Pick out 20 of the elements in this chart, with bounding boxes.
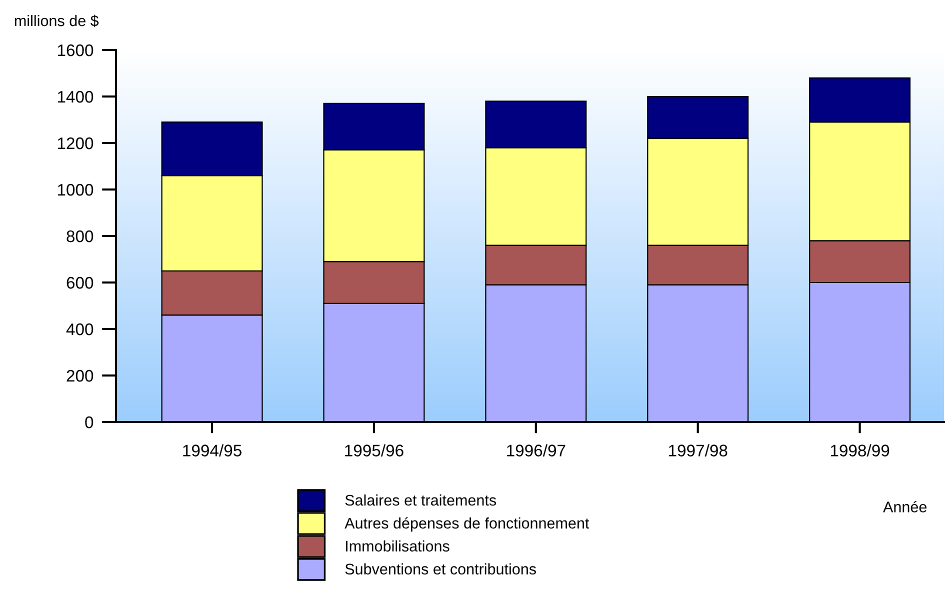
y-tick-label: 400 [66,323,94,336]
y-axis-title: millions de $ [14,14,99,28]
legend-label: Salaires et traitements [345,494,496,506]
y-tick-label: 600 [66,276,94,289]
x-axis-title: Année [883,501,926,512]
y-tick-label: 1200 [58,137,94,150]
y-tick-label: 1400 [58,90,94,103]
y-tick-label: 0 [85,416,94,428]
x-tick-label: 1997/98 [669,444,728,456]
legend-label: Autres dépenses de fonctionnement [344,517,590,532]
legend-label: Subventions et contributions [345,563,536,575]
y-tick-label: 1000 [58,184,94,196]
legend-label: Immobilisations [346,540,450,552]
x-tick-label: 1994/95 [183,444,242,456]
x-tick-label: 1998/99 [830,444,890,456]
y-tick-label: 200 [66,370,94,382]
y-tick-label: 800 [66,230,94,242]
y-tick-label: 1600 [58,44,94,56]
x-tick-label: 1996/97 [507,444,566,456]
x-tick-label: 1995/96 [345,444,404,456]
